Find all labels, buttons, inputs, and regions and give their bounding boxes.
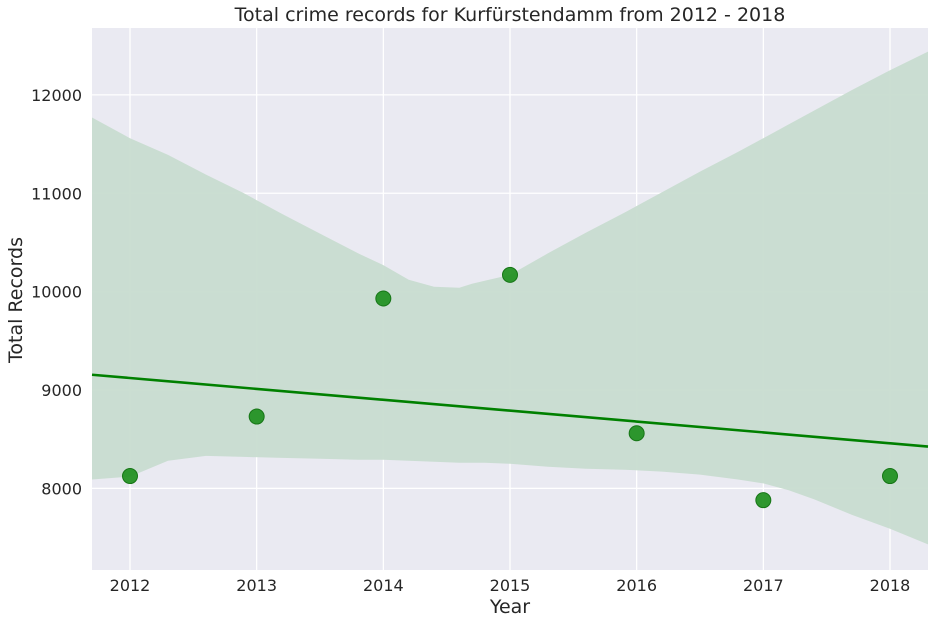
data-point [375, 290, 392, 307]
data-point [248, 408, 265, 425]
data-point [122, 468, 138, 485]
y-tick-label: 11000 [31, 184, 82, 203]
data-point [502, 266, 518, 283]
y-tick-label: 9000 [41, 381, 82, 400]
y-tick-label: 10000 [31, 283, 82, 302]
data-point [755, 492, 772, 509]
x-tick-label: 2012 [110, 576, 151, 595]
x-tick-label: 2016 [616, 576, 657, 595]
x-tick-label: 2013 [236, 576, 277, 595]
x-axis-label: Year [489, 596, 530, 618]
x-tick-label: 2017 [743, 576, 784, 595]
data-points [122, 266, 898, 509]
y-tick-label: 8000 [41, 479, 82, 498]
y-tick-labels: 8000 9000 10000 11000 12000 [31, 86, 82, 498]
data-point [628, 425, 645, 442]
regression-line [91, 373, 929, 448]
x-tick-label: 2015 [490, 576, 531, 595]
confidence-band [92, 51, 928, 545]
chart-title: Total crime records for Kurfürstendamm f… [234, 4, 786, 26]
x-tick-label: 2014 [363, 576, 404, 595]
y-tick-label: 12000 [31, 86, 82, 105]
data-point [882, 468, 898, 485]
x-tick-label: 2018 [870, 576, 911, 595]
y-axis-label: Total Records [5, 237, 27, 364]
x-tick-labels: 2012 2013 2014 2015 2016 2017 2018 [110, 576, 911, 595]
